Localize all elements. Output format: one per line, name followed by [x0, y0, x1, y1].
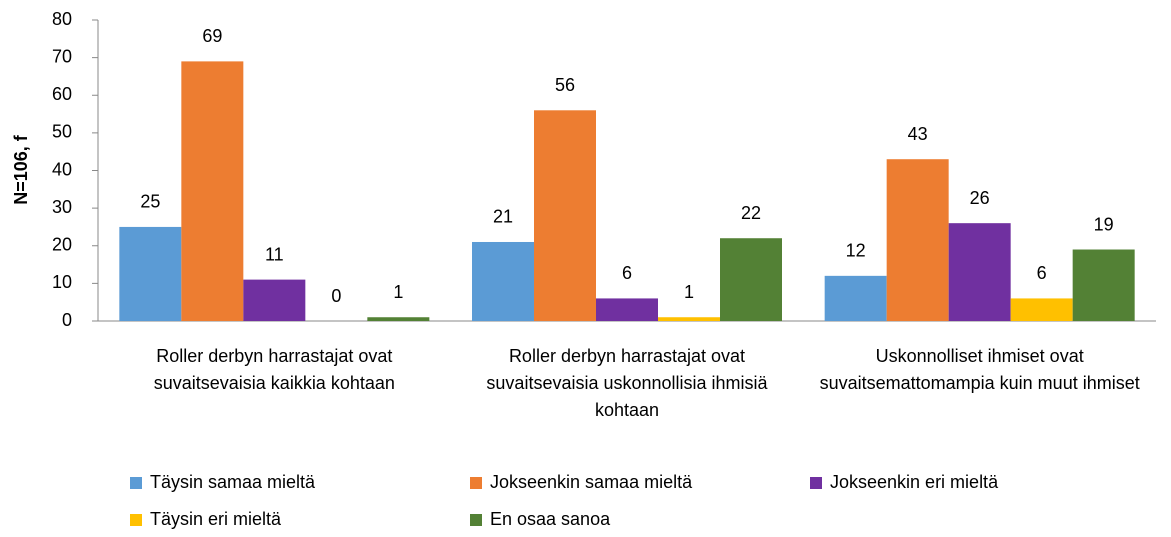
data-label: 6 — [622, 263, 632, 283]
y-tick-label: 50 — [52, 122, 72, 142]
data-label: 69 — [202, 26, 222, 46]
data-label: 0 — [331, 286, 341, 306]
legend-swatch — [130, 476, 142, 489]
data-label: 26 — [970, 188, 990, 208]
data-label: 11 — [265, 244, 284, 264]
data-label: 12 — [846, 241, 866, 261]
bar — [472, 241, 534, 321]
legend-item: Täysin eri mieltä — [130, 509, 281, 530]
x-tick-label: Roller derbyn harrastajat ovat suvaitsev… — [153, 346, 395, 393]
data-label: 25 — [140, 192, 160, 212]
bar — [658, 317, 720, 321]
legend-swatch — [470, 513, 482, 526]
legend-swatch — [470, 476, 482, 489]
data-label: 21 — [493, 207, 513, 227]
bar — [720, 238, 782, 321]
legend-label: En osaa sanoa — [490, 509, 611, 529]
legend-label: Täysin eri mieltä — [150, 509, 282, 529]
bar — [886, 159, 949, 321]
legend-swatch — [130, 513, 142, 526]
y-tick-label: 60 — [52, 84, 72, 104]
bar — [948, 223, 1011, 321]
y-tick-label: 0 — [62, 310, 72, 330]
data-label: 43 — [908, 124, 928, 144]
legend-swatch — [810, 476, 822, 489]
x-tick-label: Uskonnolliset ihmiset ovat suvaitsematto… — [819, 346, 1140, 393]
data-label: 22 — [741, 203, 761, 223]
x-tick-label: Roller derbyn harrastajat ovat suvaitsev… — [486, 346, 768, 420]
data-label: 1 — [684, 282, 694, 302]
bar — [596, 298, 658, 321]
legend-label: Täysin samaa mieltä — [150, 472, 316, 492]
bar — [119, 226, 182, 321]
bar — [181, 61, 244, 321]
bar — [1072, 249, 1135, 321]
y-tick-label: 10 — [52, 272, 72, 292]
bar — [824, 275, 887, 321]
bar — [367, 317, 430, 321]
legend-label: Jokseenkin samaa mieltä — [490, 472, 693, 492]
y-tick-label: 40 — [52, 159, 72, 179]
y-axis-label: N=106, f — [11, 134, 31, 205]
legend-item: Täysin samaa mieltä — [130, 472, 315, 493]
legend-label: Jokseenkin eri mieltä — [830, 472, 999, 492]
bar — [534, 110, 596, 321]
data-label: 56 — [555, 75, 575, 95]
data-label: 6 — [1037, 263, 1047, 283]
legend-item: Jokseenkin eri mieltä — [810, 472, 998, 493]
bar — [243, 279, 306, 321]
y-tick-label: 20 — [52, 235, 72, 255]
legend-item: En osaa sanoa — [470, 509, 610, 530]
data-label: 19 — [1094, 214, 1114, 234]
y-tick-label: 30 — [52, 197, 72, 217]
legend-item: Jokseenkin samaa mieltä — [470, 472, 692, 493]
data-label: 1 — [393, 282, 403, 302]
y-tick-label: 70 — [52, 46, 72, 66]
bar — [1010, 298, 1073, 321]
y-tick-label: 80 — [52, 9, 72, 29]
